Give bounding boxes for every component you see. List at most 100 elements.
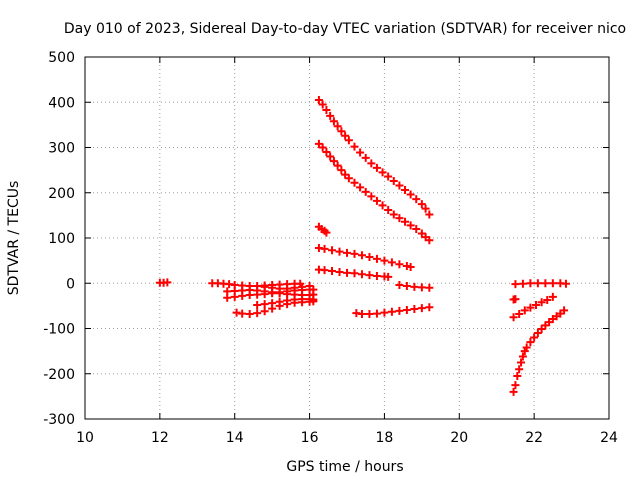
series-arc-16: [509, 292, 557, 322]
data-point: [526, 303, 535, 312]
x-tick-label: 12: [151, 430, 169, 446]
data-point: [268, 283, 277, 292]
data-point: [401, 217, 410, 226]
data-point: [337, 127, 346, 136]
data-point: [329, 117, 338, 126]
data-point: [515, 365, 524, 374]
data-point: [395, 306, 404, 315]
data-point: [421, 204, 430, 213]
data-point: [361, 187, 370, 196]
data-point: [406, 190, 415, 199]
data-point: [412, 195, 421, 204]
data-point: [526, 338, 535, 347]
series-arc-01: [155, 278, 172, 287]
data-point: [326, 111, 335, 120]
data-point: [412, 224, 421, 233]
data-point: [509, 313, 518, 322]
data-point: [406, 262, 415, 271]
data-point: [522, 343, 531, 352]
data-point: [335, 267, 344, 276]
data-point: [326, 152, 335, 161]
data-point: [384, 172, 393, 181]
data-point: [361, 153, 370, 162]
data-point: [322, 105, 331, 114]
data-point: [275, 297, 284, 306]
data-point: [511, 381, 520, 390]
data-point: [387, 307, 396, 316]
x-axis-label: GPS time / hours: [286, 459, 403, 475]
series-arc-09: [314, 139, 434, 245]
series-arc-11: [314, 243, 415, 271]
data-point: [253, 309, 262, 318]
data-point: [378, 168, 387, 177]
data-point: [357, 251, 366, 260]
data-point: [223, 287, 232, 296]
data-point: [395, 214, 404, 223]
y-tick-label: 200: [48, 186, 75, 202]
data-point: [395, 281, 404, 290]
data-point: [318, 100, 327, 109]
data-point: [320, 266, 329, 275]
data-point: [425, 303, 434, 312]
data-point: [260, 282, 269, 291]
data-point: [389, 176, 398, 185]
data-point: [518, 279, 527, 288]
y-tick-label: 400: [48, 95, 75, 111]
data-point: [343, 268, 351, 277]
data-point: [380, 308, 389, 317]
grid: [85, 57, 609, 419]
data-point: [365, 310, 374, 319]
data-point: [322, 148, 331, 157]
data-point: [537, 298, 546, 307]
data-point: [253, 300, 262, 309]
data-point: [328, 267, 337, 276]
series-arc-07: [260, 281, 314, 293]
data-point: [533, 329, 542, 338]
data-point: [417, 200, 426, 209]
data-point: [341, 131, 350, 140]
data-point: [344, 174, 353, 183]
data-point: [365, 271, 374, 280]
chart-title: Day 010 of 2023, Sidereal Day-to-day VTE…: [64, 21, 626, 37]
data-point: [548, 279, 557, 288]
data-point: [344, 136, 353, 145]
data-point: [230, 286, 239, 295]
data-point: [384, 205, 393, 214]
data-point: [298, 282, 307, 291]
data-point: [350, 249, 359, 258]
data-point: [163, 278, 172, 287]
data-point: [389, 210, 398, 219]
data-point: [298, 295, 307, 304]
data-point: [417, 304, 426, 313]
data-point: [283, 284, 292, 293]
data-point: [384, 272, 393, 281]
data-point: [328, 246, 337, 255]
data-point: [365, 253, 374, 262]
data-point: [380, 256, 389, 265]
data-point: [425, 236, 434, 245]
data-point: [372, 163, 381, 172]
data-point: [283, 296, 292, 305]
data-point: [515, 310, 524, 319]
data-point: [406, 221, 415, 230]
data-point: [511, 295, 520, 304]
data-point: [402, 305, 411, 314]
data-point: [518, 352, 527, 361]
data-point: [543, 295, 552, 304]
data-point: [530, 333, 539, 342]
data-point: [367, 159, 376, 168]
x-tick-label: 10: [76, 430, 94, 446]
data-point: [533, 279, 542, 288]
data-point: [335, 247, 344, 256]
data-point: [290, 295, 299, 304]
data-point: [314, 95, 323, 104]
data-point: [402, 281, 411, 290]
data-point: [245, 310, 254, 319]
y-tick-label: -200: [43, 367, 75, 383]
data-point: [548, 292, 557, 301]
data-point: [350, 269, 359, 278]
y-axis-label: SDTVAR / TECUs: [6, 181, 22, 296]
x-tick-label: 20: [450, 430, 468, 446]
series-arc-12: [314, 265, 393, 281]
